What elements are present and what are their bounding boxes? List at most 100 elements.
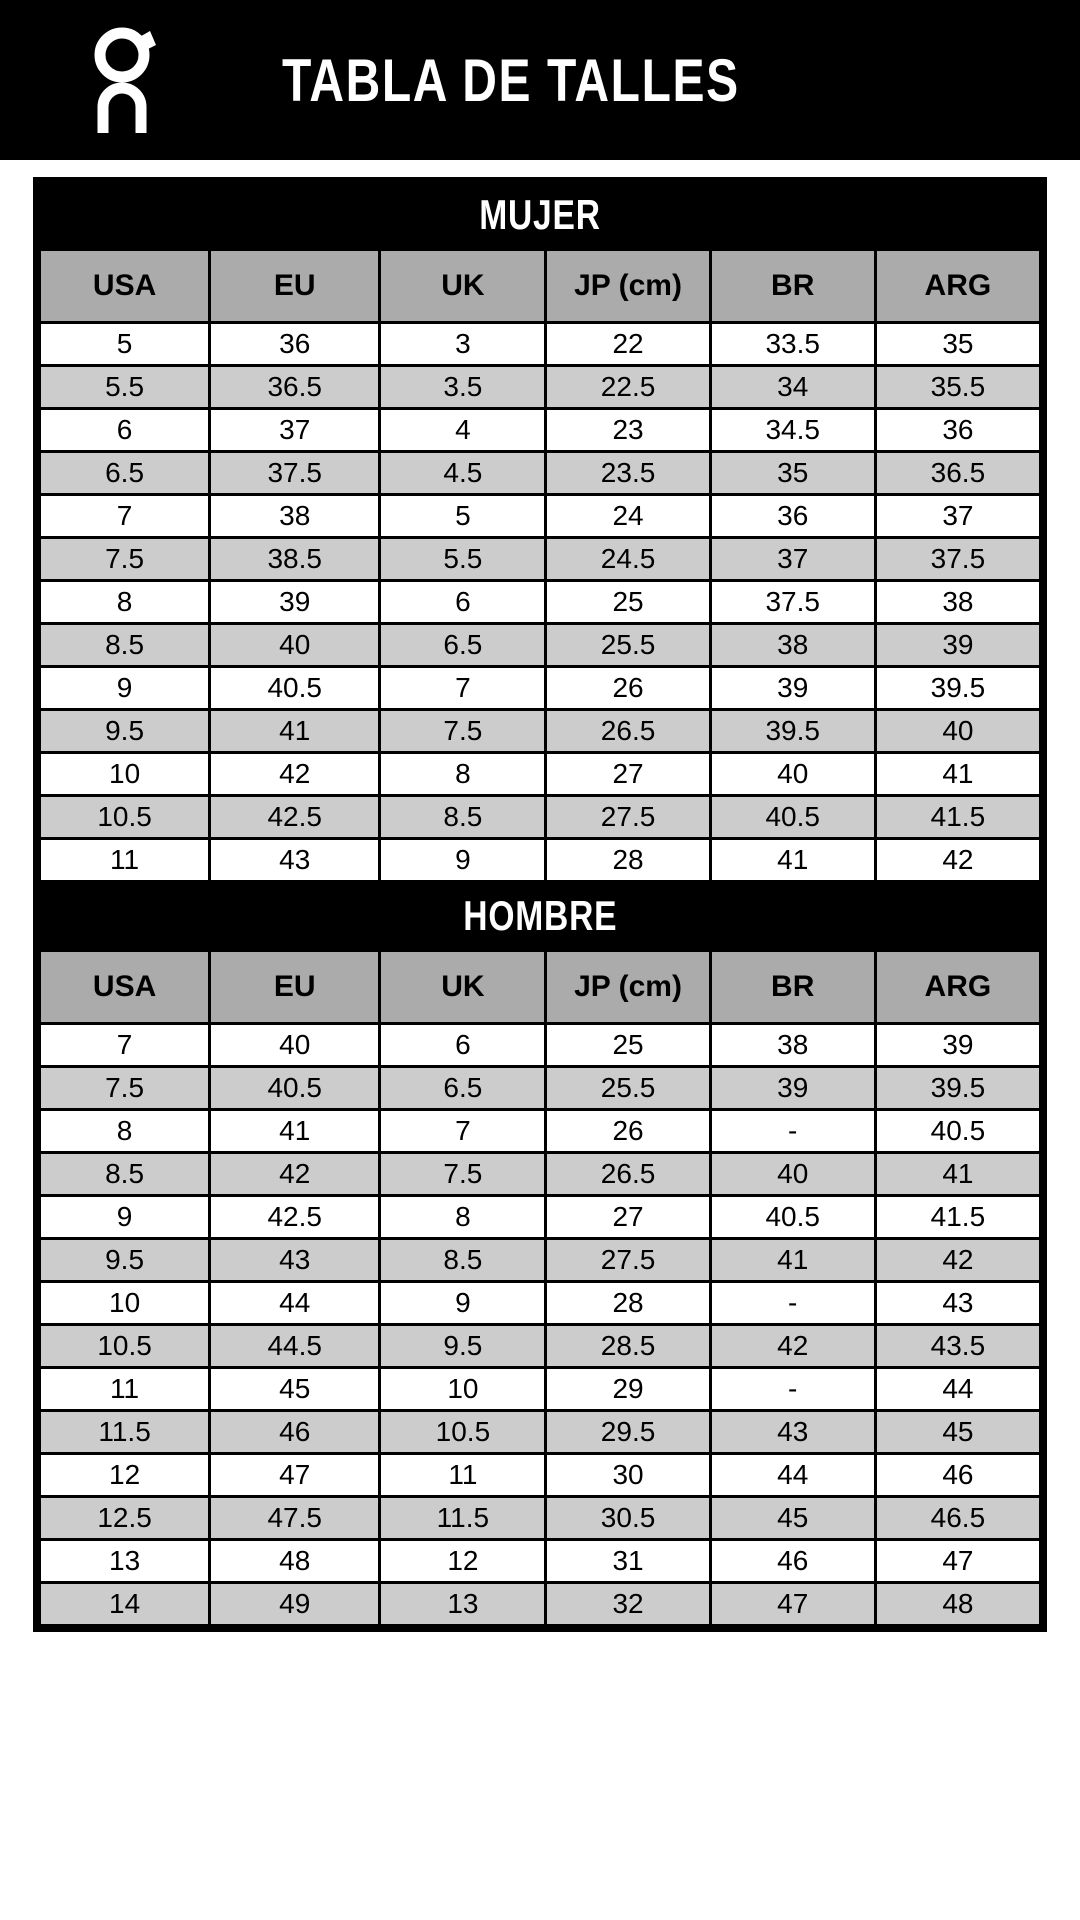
table-cell: 39 (708, 665, 877, 711)
table-cell: 27.5 (544, 794, 712, 840)
table-cell: 39.5 (873, 665, 1043, 711)
table-cell: 6.5 (378, 622, 548, 668)
table-row: 6.5 37.5 4.5 23.5 35 36.5 (37, 450, 1043, 496)
table-cell: 35.5 (873, 364, 1043, 410)
table-cell: 11 (37, 837, 212, 883)
table-row: 14 49 13 32 47 48 (37, 1581, 1043, 1627)
table-cell: 6 (37, 407, 212, 453)
table-cell: 33.5 (708, 321, 877, 367)
table-cell: 43.5 (873, 1323, 1043, 1369)
table-row: 8.5 40 6.5 25.5 38 39 (37, 622, 1043, 668)
table-cell: 47 (873, 1538, 1043, 1584)
table-cell: 3 (378, 321, 548, 367)
table-row: 9 42.5 8 27 40.5 41.5 (37, 1194, 1043, 1240)
table-cell: 40.5 (708, 1194, 877, 1240)
column-header-row: USA EU UK JP (cm) BR ARG (37, 949, 1043, 1025)
table-body-hombre: 7 40 6 25 38 39 7.5 40.5 6.5 25.5 39 39.5 8 41 7 26-40.… (37, 1022, 1043, 1627)
table-cell: 35 (873, 321, 1043, 367)
table-cell: 36.5 (873, 450, 1043, 496)
table-cell: 29.5 (544, 1409, 712, 1455)
table-cell: 11.5 (37, 1409, 212, 1455)
table-cell: 9.5 (37, 708, 212, 754)
table-cell: 27 (544, 751, 712, 797)
table-cell: 7 (378, 1108, 548, 1154)
table-cell: 36 (708, 493, 877, 539)
table-cell: 40 (208, 622, 382, 668)
table-cell: 8.5 (37, 622, 212, 668)
table-cell: 42 (873, 1237, 1043, 1283)
table-cell: - (708, 1108, 877, 1154)
table-cell: 39.5 (873, 1065, 1043, 1111)
column-header-usa: USA (37, 949, 212, 1025)
table-row: 10.5 44.5 9.5 28.5 42 43.5 (37, 1323, 1043, 1369)
table-cell: 6.5 (378, 1065, 548, 1111)
table-cell: 24 (544, 493, 712, 539)
table-row: 8.5 42 7.5 26.5 40 41 (37, 1151, 1043, 1197)
table-cell: 29 (544, 1366, 712, 1412)
table-row: 10 44 9 28-43 (37, 1280, 1043, 1326)
table-row: 7 38 5 24 36 37 (37, 493, 1043, 539)
table-cell: 26.5 (544, 708, 712, 754)
table-cell: 12 (37, 1452, 212, 1498)
table-cell: 38 (708, 622, 877, 668)
table-cell: 37 (208, 407, 382, 453)
table-cell: 10.5 (37, 794, 212, 840)
table-row: 12.5 47.5 11.5 30.5 45 46.5 (37, 1495, 1043, 1541)
table-cell: 47 (208, 1452, 382, 1498)
table-cell: 40 (873, 708, 1043, 754)
table-cell: 11.5 (378, 1495, 548, 1541)
table-cell: 41.5 (873, 794, 1043, 840)
table-cell: 38 (208, 493, 382, 539)
table-cell: 41 (708, 1237, 877, 1283)
table-cell: 39 (873, 1022, 1043, 1068)
table-row: 11 43 9 28 41 42 (37, 837, 1043, 883)
table-cell: 25.5 (544, 1065, 712, 1111)
table-cell: 5.5 (378, 536, 548, 582)
table-cell: 31 (544, 1538, 712, 1584)
table-cell: 39 (208, 579, 382, 625)
table-cell: 41 (873, 1151, 1043, 1197)
table-cell: 46.5 (873, 1495, 1043, 1541)
table-cell: 40.5 (208, 665, 382, 711)
table-cell: 26.5 (544, 1151, 712, 1197)
table-cell: 4 (378, 407, 548, 453)
table-cell: 43 (873, 1280, 1043, 1326)
table-cell: 24.5 (544, 536, 712, 582)
table-cell: 5.5 (37, 364, 212, 410)
table-cell: 45 (873, 1409, 1043, 1455)
table-cell: 46 (208, 1409, 382, 1455)
table-cell: 39.5 (708, 708, 877, 754)
table-cell: 28 (544, 837, 712, 883)
table-cell: 10 (37, 751, 212, 797)
table-cell: 8 (378, 1194, 548, 1240)
table-cell: 22.5 (544, 364, 712, 410)
table-cell: 36 (873, 407, 1043, 453)
table-row: 8 39 6 25 37.5 38 (37, 579, 1043, 625)
table-cell: 34 (708, 364, 877, 410)
table-cell: - (708, 1366, 877, 1412)
table-cell: 27.5 (544, 1237, 712, 1283)
table-cell: 22 (544, 321, 712, 367)
table-cell: 44 (708, 1452, 877, 1498)
table-row: 10.5 42.5 8.5 27.5 40.5 41.5 (37, 794, 1043, 840)
table-cell: 8.5 (378, 794, 548, 840)
table-cell: 3.5 (378, 364, 548, 410)
table-cell: 9.5 (378, 1323, 548, 1369)
table-cell: 34.5 (708, 407, 877, 453)
table-cell: 9 (37, 1194, 212, 1240)
table-row: 11.5 46 10.5 29.5 43 45 (37, 1409, 1043, 1455)
table-cell: 11 (378, 1452, 548, 1498)
page-header: TABLA DE TALLES (0, 0, 1080, 160)
table-cell: 4.5 (378, 450, 548, 496)
table-cell: 45 (708, 1495, 877, 1541)
table-cell: 7.5 (37, 1065, 212, 1111)
table-cell: 9 (378, 1280, 548, 1326)
table-cell: 7.5 (378, 708, 548, 754)
table-cell: 6.5 (37, 450, 212, 496)
table-cell: 14 (37, 1581, 212, 1627)
table-cell: 46 (708, 1538, 877, 1584)
table-cell: 10.5 (378, 1409, 548, 1455)
table-cell: 36 (208, 321, 382, 367)
table-head-hombre: USA EU UK JP (cm) BR ARG (37, 949, 1043, 1025)
column-header-br: BR (708, 949, 877, 1025)
